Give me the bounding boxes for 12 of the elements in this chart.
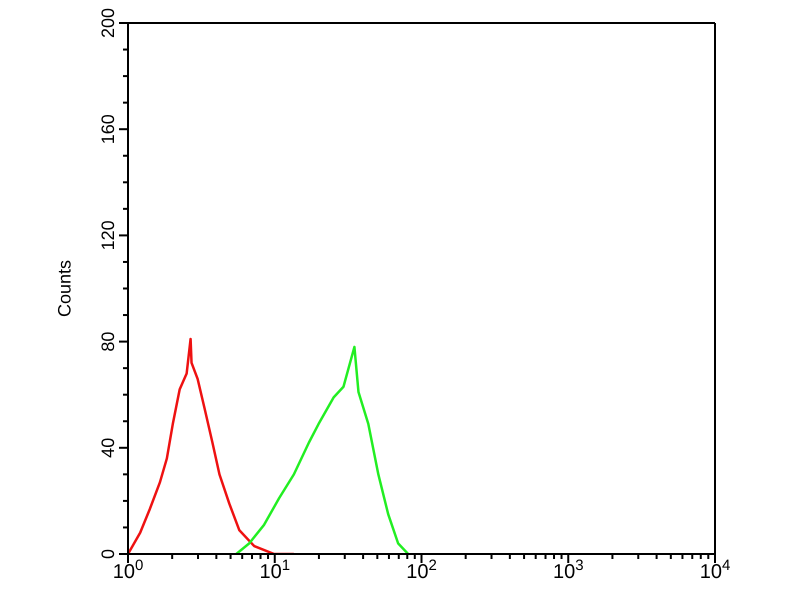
x-tick-label: 10$^{2}$ <box>406 556 437 583</box>
y-tick-label: 160 <box>98 114 118 144</box>
x-tick-label: 10$^{1}$ <box>259 556 290 583</box>
x-tick-label: 10$^{3}$ <box>552 556 584 583</box>
y-tick-label: 80 <box>98 332 118 352</box>
y-tick-label: 0 <box>98 548 118 560</box>
y-tick-label: 40 <box>98 438 118 458</box>
x-tick-label: 10$^{4}$ <box>700 556 730 583</box>
y-tick-label: 120 <box>98 220 118 250</box>
x-tick-label: 10$^{0}$ <box>112 556 144 583</box>
y-tick-label: 200 <box>98 8 118 38</box>
y-axis-title: Counts <box>54 260 74 318</box>
